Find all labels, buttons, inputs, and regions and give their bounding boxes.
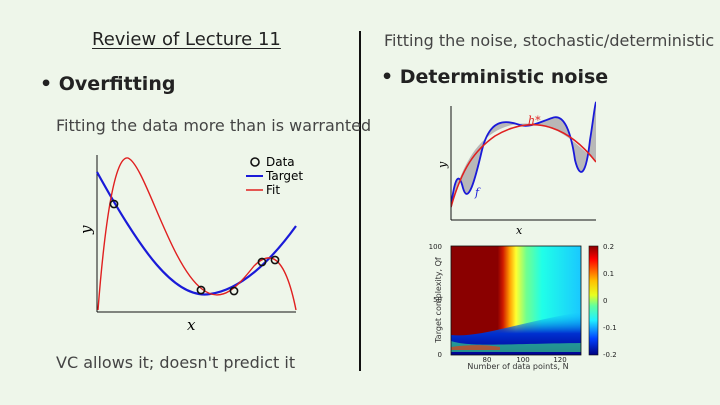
data-point (270, 255, 280, 265)
x-tick-100: 100 (516, 356, 529, 364)
y-tick-50: 50 (433, 296, 442, 304)
legend-fit-label: Fit (266, 183, 280, 197)
colorbar-tick: 0.1 (603, 270, 614, 278)
colorbar-tick: -0.1 (603, 324, 617, 332)
heatmap-red-streak (451, 345, 500, 350)
best-fit-h-star-curve (451, 123, 596, 208)
deterministic-noise-bullet: • Deterministic noise (381, 66, 609, 88)
column-divider (359, 31, 361, 371)
deterministic-noise-label: Deterministic noise (399, 66, 609, 88)
x-tick-120: 120 (553, 356, 566, 364)
data-point (196, 285, 206, 295)
data-point (109, 199, 119, 209)
left-title: Review of Lecture 11 (92, 29, 281, 50)
overfitting-description: Fitting the data more than is warranted (56, 116, 372, 135)
colorbar-tick: 0 (603, 297, 607, 305)
colorbar-tick: 0.2 (603, 243, 614, 251)
noise-area (451, 102, 596, 207)
right-title: Fitting the noise, stochastic/determinis… (384, 31, 715, 50)
f-label: f (474, 186, 481, 199)
overfit-y-label: y (77, 225, 95, 235)
colorbar (588, 245, 599, 356)
dn-x-label: x (516, 224, 523, 237)
heatmap-frame (450, 245, 582, 356)
heatmap-x-label: Number of data points, N (467, 362, 568, 371)
y-tick-100: 100 (429, 243, 442, 251)
overfit-x-label: x (187, 316, 196, 334)
dn-y-label: y (436, 161, 449, 169)
fit-curve (97, 157, 297, 311)
colorbar-tick: -0.2 (603, 351, 617, 359)
overfitting-bullet: • Overfitting (40, 73, 176, 95)
vc-footer: VC allows it; doesn't predict it (56, 353, 296, 372)
data-point (257, 257, 267, 267)
data-points (109, 199, 280, 296)
y-tick-0: 0 (438, 351, 442, 359)
overfit-legend: Data Target Fit (246, 155, 303, 197)
legend-data-label: Data (266, 155, 295, 169)
legend-target-label: Target (265, 169, 303, 183)
overfitting-label: Overfitting (58, 73, 176, 95)
legend-data-marker (250, 157, 260, 167)
h-star-label: h* (528, 114, 541, 127)
target-curve (96, 171, 297, 296)
data-point (229, 286, 239, 296)
heatmap-y-label: Target complexity, Qf (434, 257, 443, 344)
x-tick-80: 80 (483, 356, 492, 364)
